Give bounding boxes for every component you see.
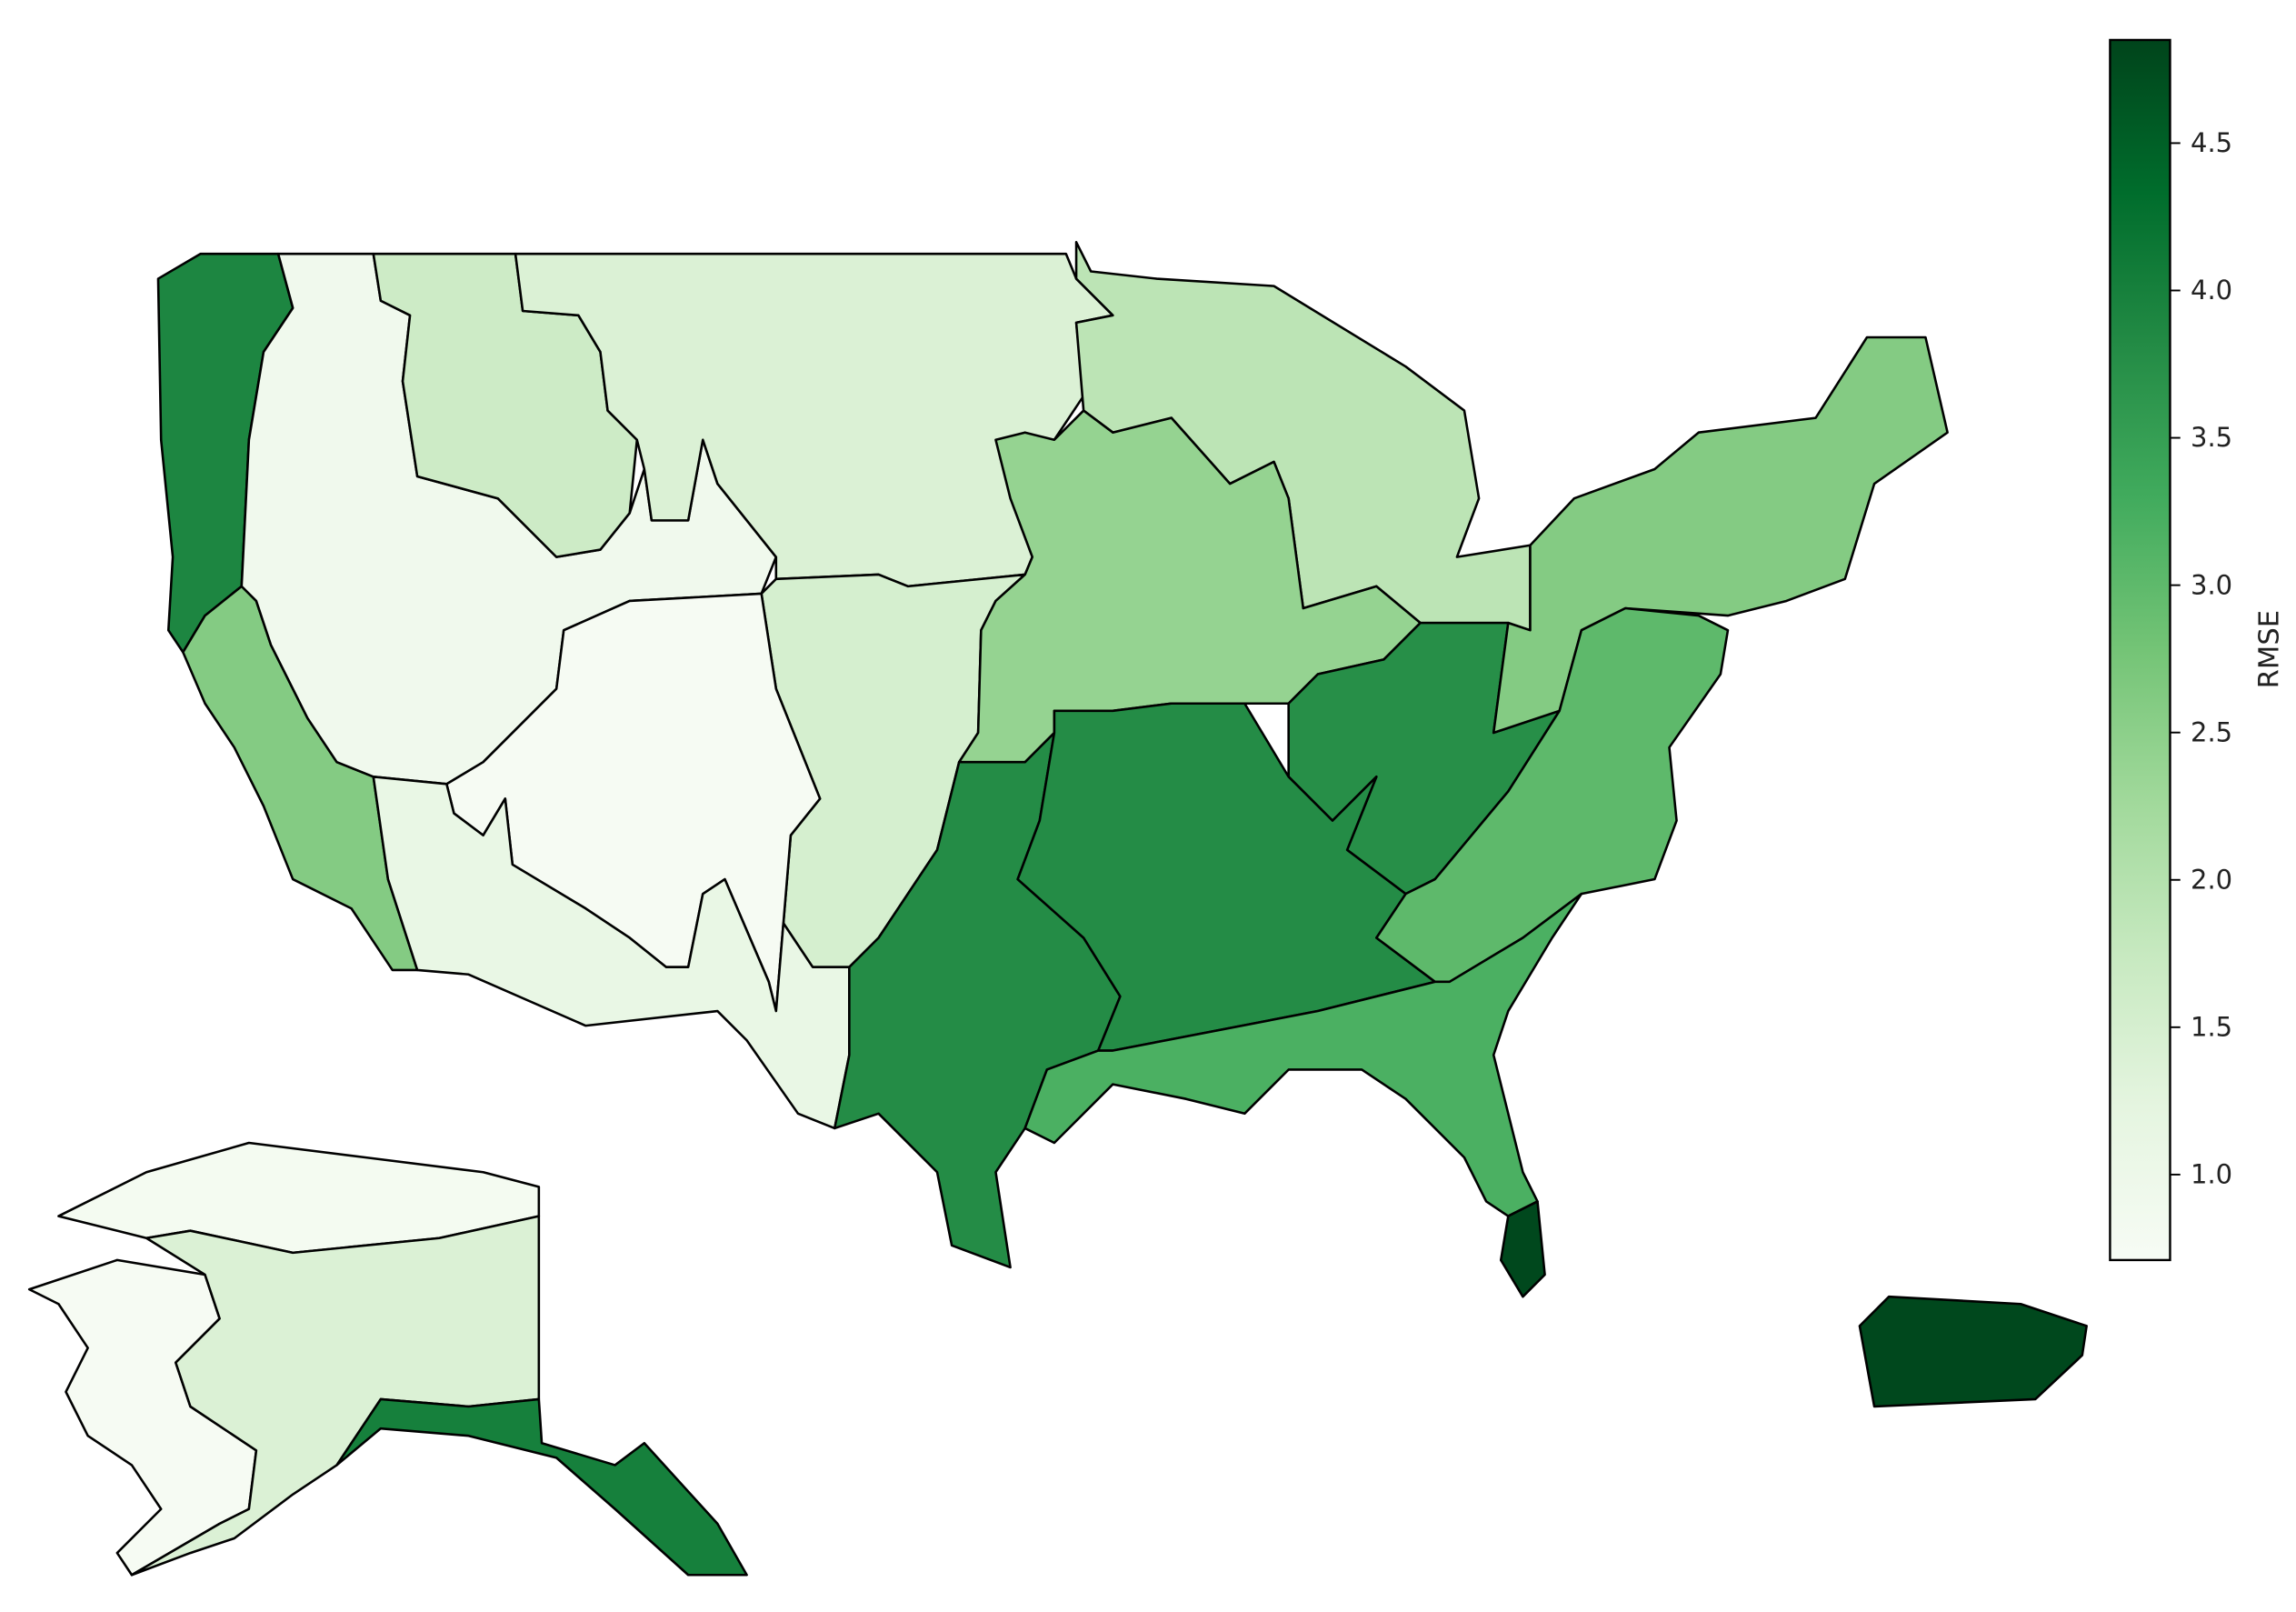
regions xyxy=(27,240,2088,1577)
colorbar-tick-label: 2.5 xyxy=(2191,716,2232,747)
region-northeast xyxy=(1492,335,1949,735)
colorbar-gradient xyxy=(2109,38,2171,1262)
colorbar-ticks: 1.0 1.5 2.0 2.5 3.0 3.5 4.0 4.5 xyxy=(2170,127,2232,1190)
region-alaska-interior xyxy=(130,1215,541,1577)
region-southeast xyxy=(1023,892,1583,1217)
colorbar: 1.0 1.5 2.0 2.5 3.0 3.5 4.0 4.5 RMSE xyxy=(2109,38,2286,1262)
region-southwest xyxy=(372,775,851,1130)
colorbar-tick-label: 1.5 xyxy=(2191,1011,2232,1042)
colorbar-tick-label: 2.0 xyxy=(2191,864,2232,895)
colorbar-tick-label: 3.5 xyxy=(2191,422,2232,453)
region-south-florida xyxy=(1499,1200,1546,1298)
colorbar-tick-label: 4.5 xyxy=(2191,127,2232,158)
colorbar-tick-label: 1.0 xyxy=(2191,1159,2232,1190)
colorbar-tick-label: 4.0 xyxy=(2191,275,2232,305)
colorbar-label: RMSE xyxy=(2254,610,2286,688)
region-alaska-south-coast xyxy=(335,1397,748,1577)
colorbar-tick-label: 3.0 xyxy=(2191,569,2232,600)
region-puerto-rico xyxy=(1858,1295,2088,1408)
